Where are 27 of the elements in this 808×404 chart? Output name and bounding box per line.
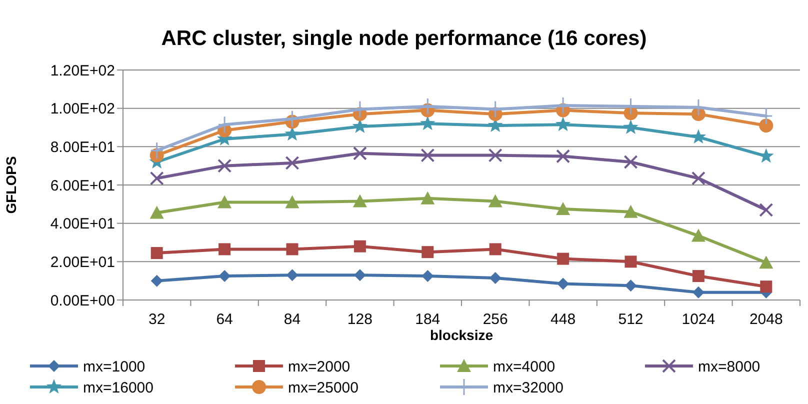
legend-label: mx=25000 xyxy=(288,379,358,396)
legend-label: mx=1000 xyxy=(83,358,146,376)
x-axis-title: blocksize xyxy=(430,327,494,343)
x-tick-label: 2048 xyxy=(749,311,783,328)
y-tick-label: 2.00E+01 xyxy=(50,254,115,271)
legend-label: mx=2000 xyxy=(288,358,350,376)
x-tick-label: 448 xyxy=(550,311,576,328)
x-tick-label: 1024 xyxy=(682,311,716,328)
x-tick-label: 84 xyxy=(284,311,301,328)
y-tick-label: 4.00E+01 xyxy=(50,216,115,233)
legend-label: mx=32000 xyxy=(493,379,564,396)
y-tick-label: 6.00E+01 xyxy=(50,177,115,194)
y-tick-label: 8.00E+01 xyxy=(50,138,115,156)
y-tick-label: 0.00E+00 xyxy=(50,292,115,310)
x-tick-label: 256 xyxy=(482,311,508,328)
legend-label: mx=8000 xyxy=(698,358,760,376)
x-tick-label: 32 xyxy=(148,311,166,328)
chart-title: ARC cluster, single node performance (16 cores) xyxy=(161,27,647,50)
x-tick-label: 64 xyxy=(216,311,233,328)
y-tick-label: 1.20E+02 xyxy=(50,62,115,80)
y-tick-label: 1.00E+02 xyxy=(50,100,115,118)
x-tick-label: 184 xyxy=(415,311,440,328)
x-tick-label: 512 xyxy=(618,311,644,328)
x-tick-label: 128 xyxy=(347,311,372,328)
legend-label: mx=4000 xyxy=(493,358,556,376)
y-axis-title: GFLOPS xyxy=(3,156,19,214)
legend-label: mx=16000 xyxy=(83,379,154,396)
